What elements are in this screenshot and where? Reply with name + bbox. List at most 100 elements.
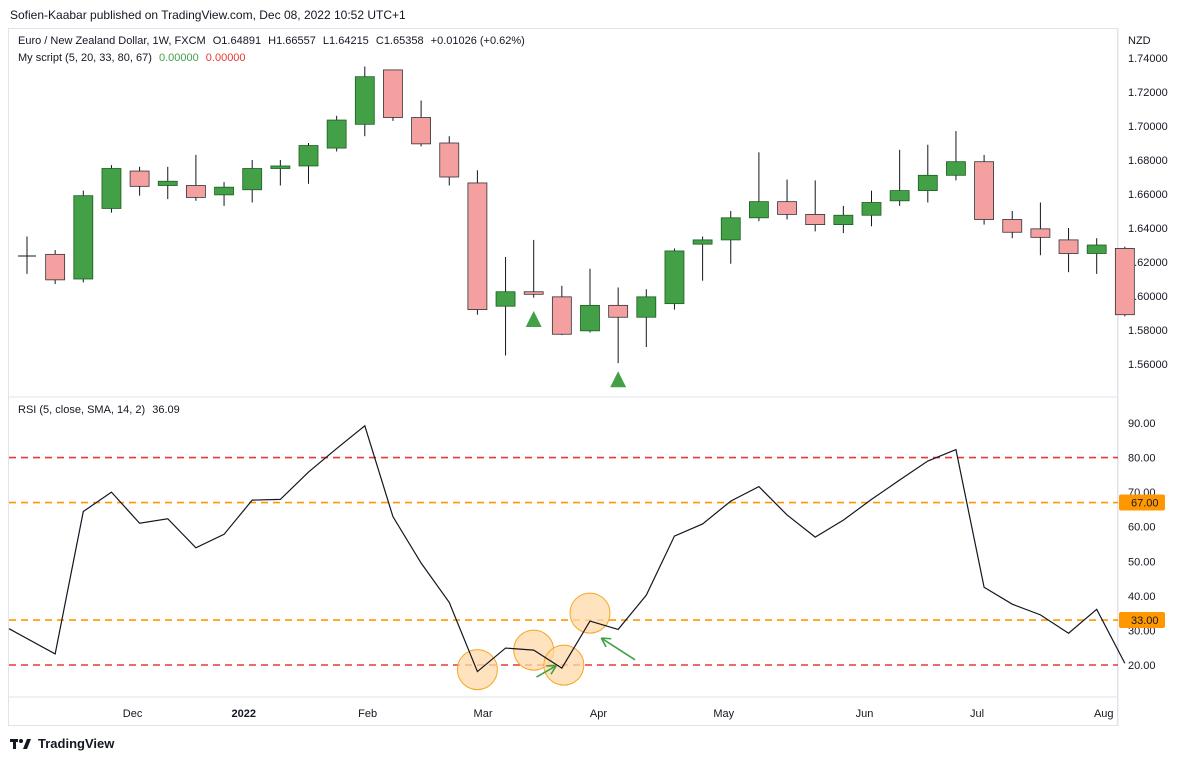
candle-up	[157, 180, 178, 186]
script-value-2: 0.00000	[205, 52, 246, 64]
rsi-level-badge-label: 33.00	[1131, 615, 1159, 627]
candle-up	[73, 195, 94, 280]
high-value: H1.66557	[268, 35, 316, 47]
published-line: Sofien-Kaabar published on TradingView.c…	[10, 8, 406, 22]
price-legend: Euro / New Zealand Dollar, 1W, FXCM O1.6…	[18, 35, 529, 47]
rsi-value: 36.09	[152, 404, 180, 416]
time-axis-label: Aug	[1094, 708, 1114, 720]
rsi-level-badge-label: 67.00	[1131, 498, 1159, 510]
candle-up	[861, 202, 882, 216]
candle-down	[185, 185, 206, 198]
candle-up	[692, 239, 713, 245]
candle-down	[467, 182, 488, 310]
candle-up	[636, 296, 657, 318]
candle-down	[551, 296, 572, 335]
time-axis-label: Mar	[474, 708, 493, 720]
script-label[interactable]: My script (5, 20, 33, 80, 67)	[18, 52, 152, 64]
candle-up	[214, 186, 234, 196]
price-tick-label: 1.66000	[1128, 189, 1168, 201]
script-legend: My script (5, 20, 33, 80, 67) 0.00000 0.…	[18, 52, 250, 64]
low-value: L1.64215	[322, 35, 369, 47]
open-value: O1.64891	[212, 35, 262, 47]
highlight-circle	[569, 592, 611, 634]
close-value: C1.65358	[375, 35, 424, 47]
footer-brand: TradingView	[38, 736, 115, 751]
rsi-tick-label: 20.00	[1128, 660, 1156, 672]
rsi-legend: RSI (5, close, SMA, 14, 2) 36.09	[18, 404, 184, 416]
candle-up	[326, 119, 347, 149]
rsi-tick-label: 50.00	[1128, 556, 1156, 568]
time-axis-label: Apr	[590, 708, 607, 720]
rsi-tick-label: 40.00	[1128, 591, 1156, 603]
candle-up	[749, 201, 769, 219]
green-arrow-head	[600, 637, 607, 648]
candle-up	[1086, 244, 1107, 254]
green-arrow-head	[550, 665, 557, 675]
candle-up	[833, 214, 854, 226]
highlight-circle	[456, 649, 498, 691]
candle-down	[1114, 247, 1135, 316]
change-value: +0.01026 (+0.62%)	[430, 35, 525, 47]
time-axis-label: May	[713, 708, 734, 720]
currency-label: NZD	[1128, 35, 1155, 47]
candle-up	[580, 304, 600, 332]
rsi-level-badge	[1119, 494, 1165, 511]
rsi-line	[8, 424, 1126, 673]
candle-down	[439, 142, 460, 178]
price-tick-label: 1.74000	[1128, 53, 1168, 65]
candle-up	[354, 76, 375, 125]
candle-up	[917, 174, 938, 192]
candle-down	[777, 201, 797, 215]
rsi-level-badge	[1119, 612, 1165, 629]
time-axis-label: 2022	[232, 708, 256, 720]
buy-signal-triangle	[610, 371, 627, 388]
candle-up	[298, 145, 319, 167]
candle-up	[664, 250, 685, 305]
rsi-tick-label: 90.00	[1128, 418, 1156, 430]
candle-up	[242, 168, 263, 191]
time-axis-label: Jul	[970, 708, 984, 720]
rsi-tick-label: 80.00	[1128, 453, 1156, 465]
candle-down	[805, 213, 826, 225]
green-arrow	[536, 664, 557, 678]
price-tick-label: 1.62000	[1128, 257, 1168, 269]
price-tick-label: 1.60000	[1128, 291, 1168, 303]
time-axis-label: Jun	[856, 708, 874, 720]
buy-signal-triangle	[525, 310, 542, 327]
candle-down	[1030, 228, 1051, 238]
candle-up	[270, 165, 291, 169]
price-tick-label: 1.64000	[1128, 223, 1168, 235]
candle-up	[946, 161, 966, 176]
price-tick-label: 1.58000	[1128, 325, 1168, 337]
candle-down	[523, 291, 544, 295]
tradingview-footer[interactable]: TradingView	[10, 736, 114, 751]
price-tick-label: 1.70000	[1128, 121, 1168, 133]
candle-up	[495, 291, 516, 307]
tradingview-logo-icon	[10, 738, 31, 749]
green-arrow	[600, 637, 636, 661]
time-axis-label: Dec	[123, 708, 143, 720]
script-value-1: 0.00000	[158, 52, 199, 64]
rsi-label[interactable]: RSI (5, close, SMA, 14, 2)	[18, 404, 146, 416]
candle-down	[974, 161, 994, 220]
time-axis-label: Feb	[358, 708, 377, 720]
candle-up	[720, 217, 741, 241]
price-tick-label: 1.56000	[1128, 359, 1168, 371]
candle-down	[608, 304, 629, 318]
symbol-label[interactable]: Euro / New Zealand Dollar, 1W, FXCM	[18, 35, 206, 47]
price-tick-label: 1.72000	[1128, 87, 1168, 99]
candle-down	[45, 253, 66, 281]
green-arrow-head	[601, 637, 612, 640]
candle-down	[129, 170, 150, 187]
candle-down	[1058, 239, 1079, 254]
price-tick-label: 1.68000	[1128, 155, 1168, 167]
candle-down	[1002, 219, 1023, 233]
currency-text: NZD	[1128, 35, 1151, 47]
candle-up	[101, 168, 122, 209]
candle-down	[383, 69, 403, 118]
candle-up	[889, 190, 910, 202]
rsi-tick-label: 60.00	[1128, 522, 1156, 534]
rsi-tick-label: 30.00	[1128, 625, 1156, 637]
candle-down	[411, 117, 432, 145]
